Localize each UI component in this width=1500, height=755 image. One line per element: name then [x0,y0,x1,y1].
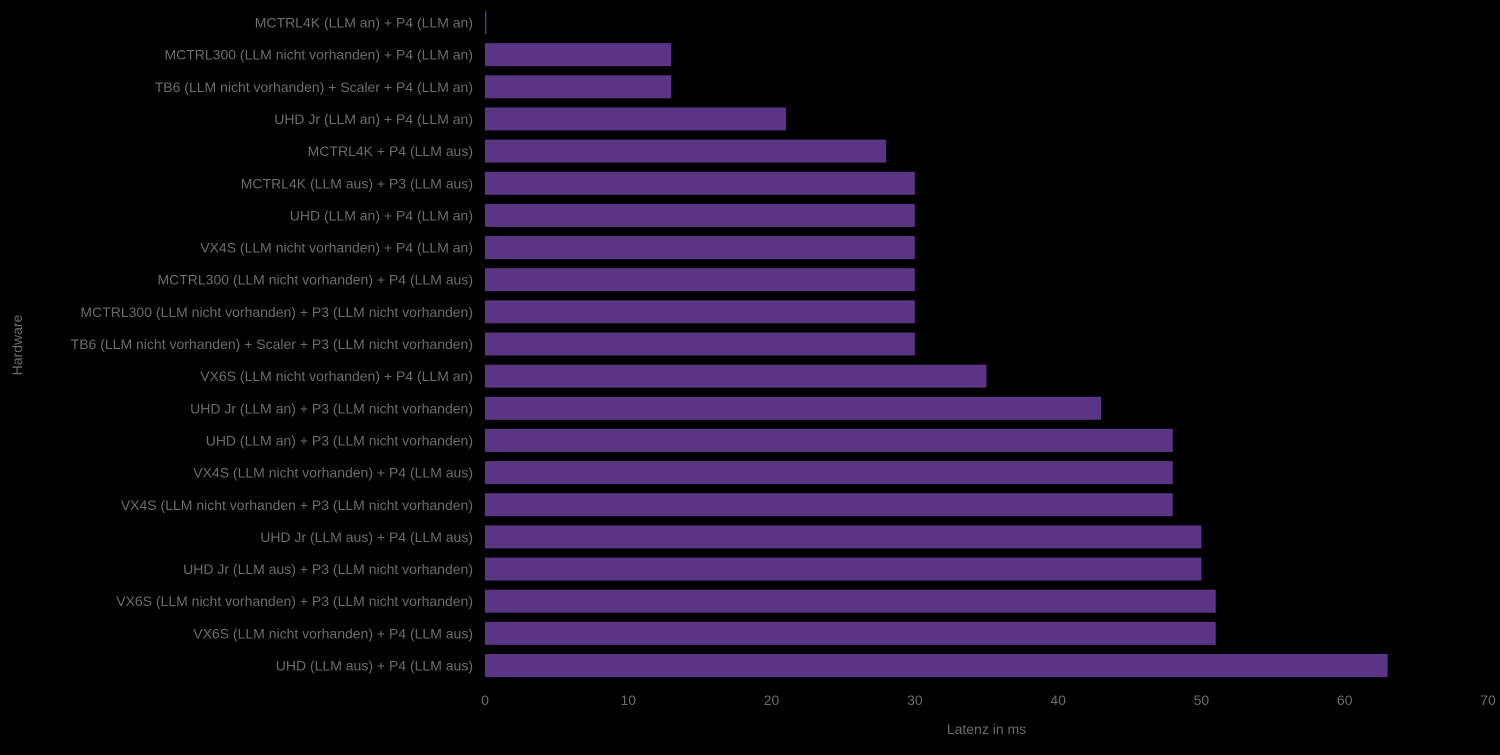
x-tick-label: 10 [621,692,637,708]
category-label: MCTRL300 (LLM nicht vorhanden) + P4 (LLM… [157,272,473,288]
x-tick-label: 70 [1480,692,1496,708]
bar [485,621,1216,645]
category-label: UHD (LLM an) + P3 (LLM nicht vorhanden) [206,432,473,448]
category-label: UHD Jr (LLM an) + P4 (LLM an) [274,111,473,127]
x-axis-title: Latenz in ms [947,721,1026,737]
category-label: UHD Jr (LLM an) + P3 (LLM nicht vorhande… [190,400,473,416]
category-label: MCTRL300 (LLM nicht vorhanden) + P4 (LLM… [164,47,473,63]
bars-layer [485,11,1388,677]
x-tick-label: 0 [481,692,489,708]
y-axis-title: Hardware [9,314,25,375]
x-tick-label: 60 [1337,692,1353,708]
x-tick-label: 40 [1050,692,1066,708]
category-label: UHD (LLM aus) + P4 (LLM aus) [276,658,473,674]
category-label: VX4S (LLM nicht vorhanden + P3 (LLM nich… [121,497,473,513]
x-tick-label: 30 [907,692,923,708]
category-label: VX6S (LLM nicht vorhanden) + P3 (LLM nic… [116,593,473,609]
bar [485,332,915,356]
bar [485,364,987,388]
bar [485,171,915,195]
category-label: UHD Jr (LLM aus) + P3 (LLM nicht vorhand… [183,561,473,577]
bar [485,75,672,99]
x-ticks-layer: 0 10 20 30 40 50 60 70 [481,692,1496,708]
bar [485,589,1216,613]
bar [485,300,915,324]
category-label: VX4S (LLM nicht vorhanden) + P4 (LLM aus… [193,465,473,481]
bar [485,203,915,227]
bar [485,525,1202,549]
category-label: UHD Jr (LLM aus) + P4 (LLM aus) [260,529,473,545]
category-label: MCTRL4K (LLM aus) + P3 (LLM aus) [241,175,473,191]
category-label: TB6 (LLM nicht vorhanden) + Scaler + P3 … [71,336,473,352]
bar [485,139,887,163]
category-label: TB6 (LLM nicht vorhanden) + Scaler + P4 … [155,79,473,95]
bar [485,654,1388,677]
category-label: UHD (LLM an) + P4 (LLM an) [290,207,473,223]
x-tick-label: 50 [1194,692,1210,708]
category-label: VX4S (LLM nicht vorhanden) + P4 (LLM an) [200,240,473,256]
bar [485,107,786,131]
bar [485,236,915,260]
category-label: MCTRL4K + P4 (LLM aus) [308,143,473,159]
bar [485,461,1173,485]
category-labels-layer: MCTRL4K (LLM an) + P4 (LLM an) MCTRL300 (… [71,15,473,674]
bar [485,268,915,292]
category-label: VX6S (LLM nicht vorhanden) + P4 (LLM aus… [193,625,473,641]
bar [485,396,1102,420]
bar [485,493,1173,517]
category-label: MCTRL4K (LLM an) + P4 (LLM an) [255,15,473,31]
bar [485,428,1173,452]
bar [485,43,672,67]
category-label: MCTRL300 (LLM nicht vorhanden) + P3 (LLM… [80,304,473,320]
category-label: VX6S (LLM nicht vorhanden) + P4 (LLM an) [200,368,473,384]
x-tick-label: 20 [764,692,780,708]
bar [485,11,487,34]
bar [485,557,1202,581]
